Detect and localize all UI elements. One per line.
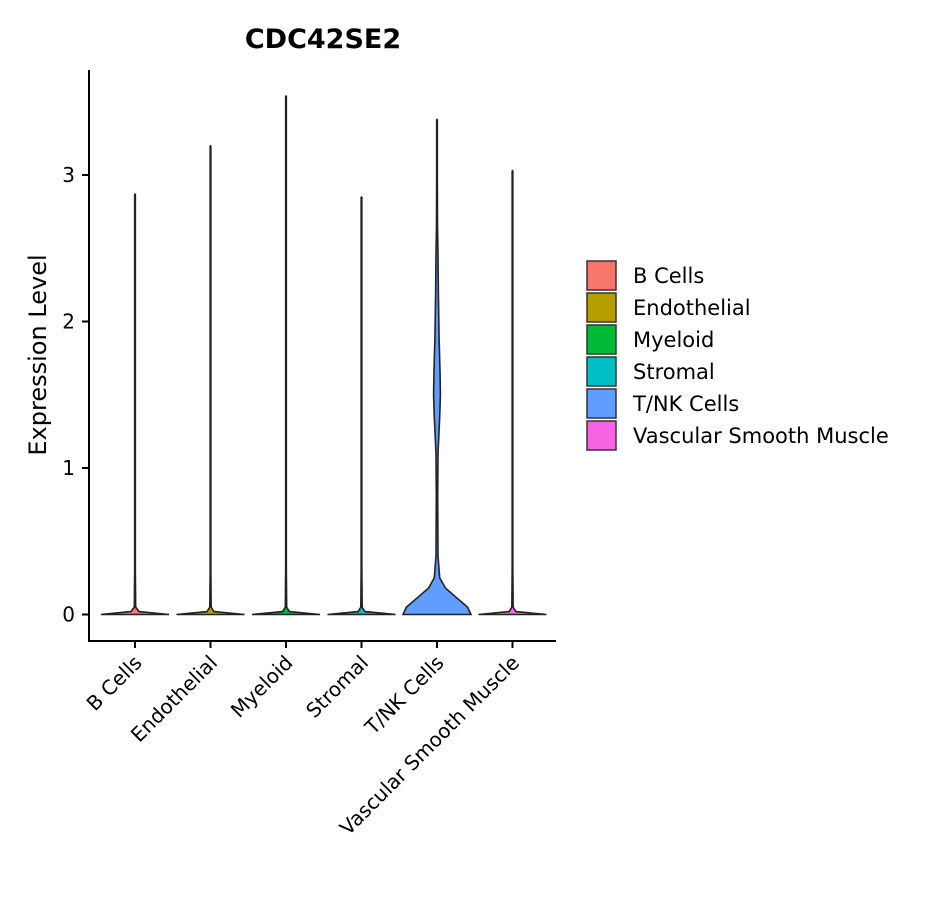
chart-title: CDC42SE2: [245, 24, 401, 55]
legend-swatch-t-nk-cells: [586, 388, 617, 419]
y-ticks-group: 0 1 2 3: [62, 163, 89, 627]
y-tick-label-1: 1: [62, 456, 75, 480]
y-axis-label: Expression Level: [24, 254, 52, 455]
violins-group: [100, 95, 547, 616]
legend: B Cells Endothelial Myeloid Stromal T/NK Cel…: [586, 260, 889, 451]
legend-label-vascular-smooth-muscle: Vascular Smooth Muscle: [633, 424, 889, 448]
violin-myeloid: [251, 95, 321, 616]
legend-label-myeloid: Myeloid: [633, 328, 714, 352]
y-tick-label-3: 3: [62, 163, 75, 187]
legend-label-t-nk-cells: T/NK Cells: [632, 392, 739, 416]
violin-vascular-smooth-muscle: [478, 169, 547, 616]
x-tick-label-stromal: Stromal: [301, 651, 373, 723]
legend-swatch-vascular-smooth-muscle: [586, 420, 617, 451]
legend-swatch-b-cells: [586, 260, 617, 291]
x-tick-label-myeloid: Myeloid: [226, 651, 298, 723]
legend-label-endothelial: Endothelial: [633, 296, 751, 320]
legend-swatch-myeloid: [586, 324, 617, 355]
violin-t-nk-cells: [401, 118, 473, 616]
legend-label-stromal: Stromal: [633, 360, 715, 384]
y-tick-label-0: 0: [62, 603, 75, 627]
x-tick-label-b-cells: B Cells: [82, 651, 147, 716]
violin-stromal: [327, 196, 396, 616]
y-tick-label-2: 2: [62, 310, 75, 334]
legend-swatch-endothelial: [586, 292, 617, 323]
legend-swatch-stromal: [586, 356, 617, 387]
violin-b-cells: [100, 193, 170, 616]
violin-endothelial: [176, 144, 245, 616]
legend-label-b-cells: B Cells: [633, 264, 704, 288]
